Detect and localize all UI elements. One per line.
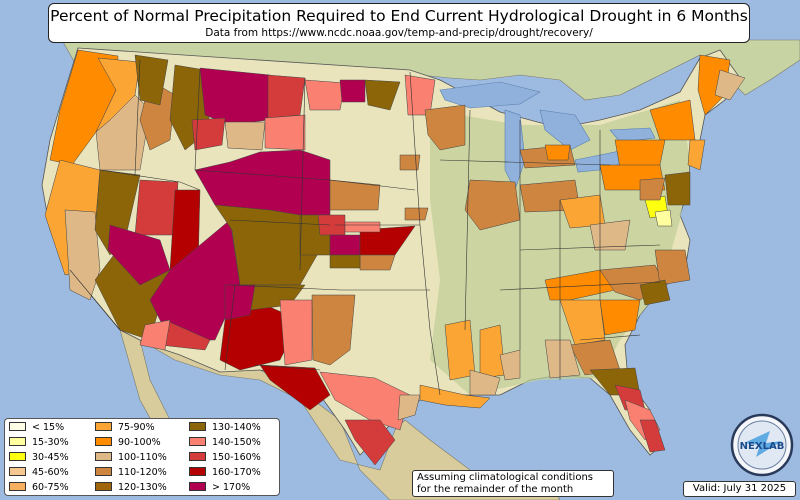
legend-item: < 15%	[9, 422, 64, 434]
legend-swatch	[189, 467, 206, 476]
legend-label: 120-130%	[118, 482, 167, 493]
legend-label: 75-90%	[118, 422, 155, 433]
legend-label: 130-140%	[212, 422, 261, 433]
legend-swatch	[9, 437, 26, 446]
legend-swatch	[95, 452, 112, 461]
note-line-2: for the remainder of the month	[417, 484, 574, 495]
legend-item: 45-60%	[9, 467, 69, 479]
legend-label: 140-150%	[212, 437, 261, 448]
legend-label: 15-30%	[32, 437, 69, 448]
logo-text: NEXLAB	[740, 441, 785, 452]
legend-item: 15-30%	[9, 437, 69, 449]
legend-swatch	[9, 422, 26, 431]
legend-label: < 15%	[32, 422, 65, 433]
legend: < 15% 15-30% 30-45% 45-60% 60-75% 75-90% 90-10…	[4, 418, 280, 496]
assumption-note: Assuming climatological conditions for t…	[412, 470, 614, 497]
legend-label: 110-120%	[118, 467, 167, 478]
legend-item: 150-160%	[189, 452, 261, 464]
legend-label: 90-100%	[118, 437, 161, 448]
note-line-1: Assuming climatological conditions	[417, 472, 593, 483]
legend-swatch	[9, 452, 26, 461]
legend-label: 60-75%	[32, 482, 69, 493]
legend-item: 140-150%	[189, 437, 261, 449]
legend-swatch	[95, 467, 112, 476]
legend-label: 150-160%	[212, 452, 261, 463]
legend-label: 30-45%	[32, 452, 69, 463]
legend-swatch	[189, 422, 206, 431]
legend-item: 130-140%	[189, 422, 261, 434]
legend-swatch	[189, 437, 206, 446]
legend-item: 75-90%	[95, 422, 155, 434]
legend-item: 100-110%	[95, 452, 167, 464]
nexlab-logo: NEXLAB	[730, 413, 794, 477]
legend-label: > 170%	[212, 482, 251, 493]
legend-swatch	[9, 467, 26, 476]
legend-item: 90-100%	[95, 437, 161, 449]
map-subtitle: Data from https://www.ncdc.noaa.gov/temp…	[205, 27, 593, 39]
legend-label: 160-170%	[212, 467, 261, 478]
legend-swatch	[9, 482, 26, 491]
legend-item: > 170%	[189, 482, 250, 494]
map-title: Percent of Normal Precipitation Required…	[50, 7, 748, 25]
legend-item: 110-120%	[95, 467, 167, 479]
mexico-land	[119, 329, 561, 500]
legend-swatch	[189, 482, 206, 491]
legend-item: 30-45%	[9, 452, 69, 464]
drought-regions	[44, 49, 746, 466]
legend-label: 45-60%	[32, 467, 69, 478]
legend-swatch	[95, 437, 112, 446]
legend-swatch	[95, 482, 112, 491]
legend-item: 60-75%	[9, 482, 69, 494]
legend-swatch	[95, 422, 112, 431]
legend-item: 160-170%	[189, 467, 261, 479]
legend-label: 100-110%	[118, 452, 167, 463]
legend-item: 120-130%	[95, 482, 167, 494]
state-borders	[69, 59, 661, 396]
title-box: Percent of Normal Precipitation Required…	[48, 3, 750, 43]
valid-date-label: Valid: July 31 2025	[683, 481, 796, 497]
legend-swatch	[189, 452, 206, 461]
